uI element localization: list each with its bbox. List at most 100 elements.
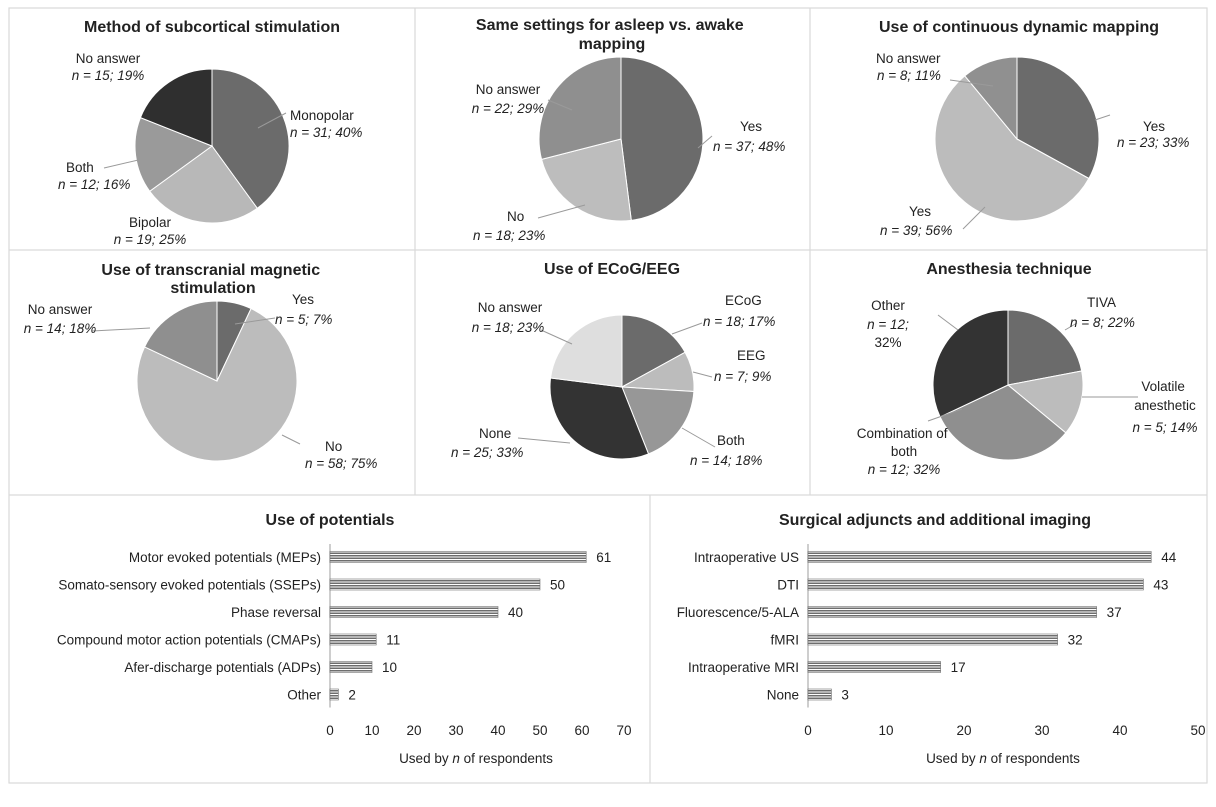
pie-slice-ecog bbox=[621, 314, 686, 388]
slice-label-no: No bbox=[507, 209, 524, 224]
slice-detail-none: n = 25; 33% bbox=[451, 445, 523, 460]
bar-none bbox=[807, 688, 832, 701]
x-tick-label: 50 bbox=[1190, 723, 1205, 738]
x-tick-label: 0 bbox=[804, 723, 812, 738]
category-label: Intraoperative MRI bbox=[688, 660, 799, 675]
category-label: Phase reversal bbox=[231, 605, 321, 620]
slice-label-none: None bbox=[479, 426, 511, 441]
x-tick-label: 50 bbox=[532, 723, 547, 738]
slice-label-volatile-line: Volatile bbox=[1141, 379, 1185, 394]
pie-chart bbox=[549, 314, 695, 460]
x-tick-label: 20 bbox=[406, 723, 421, 738]
pie-slice-yes bbox=[934, 75, 1090, 222]
slice-label-no-answer: No answer bbox=[76, 51, 141, 66]
bar-chart: Intraoperative US 44 DTI 43 Fluorescence/5-A… bbox=[677, 544, 1206, 738]
slice-detail-no-answer: n = 15; 19% bbox=[72, 68, 144, 83]
pie-title: Method of subcortical stimulation bbox=[84, 19, 340, 36]
bar-compound-motor-action-potentials-cmaps bbox=[329, 633, 377, 646]
pie-slice-bipolar bbox=[149, 145, 258, 224]
bar-chart: Motor evoked potentials (MEPs) 61 Somato-s… bbox=[57, 544, 632, 738]
slice-detail-no-answer: n = 22; 29% bbox=[472, 101, 544, 116]
slice-detail-bipolar: n = 19; 25% bbox=[114, 232, 186, 247]
slice-label-both: Both bbox=[717, 433, 745, 448]
slice-label-other: Other bbox=[871, 298, 905, 313]
slice-detail-no: n = 58; 75% bbox=[305, 456, 377, 471]
pie-panel-continuous-dynamic-mapping: Use of continuous dynamic mapping Yes n … bbox=[876, 19, 1189, 238]
bar-dti bbox=[807, 578, 1144, 591]
pie-slice-volatile-anesthetic bbox=[1006, 370, 1084, 434]
value-label: 50 bbox=[550, 578, 565, 593]
x-tick-label: 10 bbox=[364, 723, 379, 738]
slice-label-combination-line: both bbox=[891, 444, 917, 459]
pie-slice-combination-of-both bbox=[939, 384, 1067, 461]
x-tick-label: 20 bbox=[956, 723, 971, 738]
slice-detail-eeg: n = 7; 9% bbox=[714, 369, 771, 384]
slice-detail-no: n = 18; 23% bbox=[473, 228, 545, 243]
value-label: 40 bbox=[508, 605, 523, 620]
pie-title: Use of transcranial magnetic stimulation bbox=[101, 262, 324, 297]
pie-title: Use of ECoG/EEG bbox=[544, 261, 680, 278]
category-label: Fluorescence/5-ALA bbox=[677, 605, 799, 620]
x-tick-label: 30 bbox=[1034, 723, 1049, 738]
pie-slice-monopolar bbox=[211, 68, 290, 209]
value-label: 44 bbox=[1161, 550, 1177, 565]
value-label: 32 bbox=[1068, 633, 1083, 648]
pie-chart bbox=[934, 56, 1100, 222]
pie-title-line: Same settings for asleep vs. awake bbox=[476, 17, 744, 34]
pie-title-line: Use of transcranial magnetic bbox=[101, 262, 320, 279]
slice-detail-both: n = 12; 16% bbox=[58, 177, 130, 192]
bar-panel-surgical-adjuncts: Surgical adjuncts and additional imaging… bbox=[677, 512, 1206, 766]
slice-label-no: No bbox=[325, 439, 342, 454]
pie-chart bbox=[134, 68, 290, 224]
bar-motor-evoked-potentials-meps bbox=[329, 551, 587, 563]
slice-label-no-answer: No answer bbox=[476, 82, 541, 97]
pie-slice-no bbox=[136, 307, 298, 462]
bar-intraoperative-us bbox=[807, 551, 1152, 563]
slice-label-volatile-line: anesthetic bbox=[1134, 398, 1196, 413]
pie-panel-same-settings: Same settings for asleep vs. awake mappi… bbox=[472, 17, 786, 243]
bar-fmri bbox=[807, 633, 1058, 646]
value-label: 10 bbox=[382, 660, 397, 675]
pie-chart bbox=[538, 56, 704, 222]
slice-label-both: Both bbox=[66, 160, 94, 175]
value-label: 37 bbox=[1107, 605, 1122, 620]
slice-label-no-answer: No answer bbox=[876, 51, 941, 66]
category-label: Afer-discharge potentials (ADPs) bbox=[124, 660, 321, 675]
slice-label-yes-upper: Yes bbox=[1143, 119, 1165, 134]
value-label: 17 bbox=[951, 660, 966, 675]
category-label: Compound motor action potentials (CMAPs) bbox=[57, 633, 321, 648]
x-tick-label: 60 bbox=[574, 723, 589, 738]
bar-fluorescence-5-ala bbox=[807, 606, 1097, 618]
value-label: 61 bbox=[596, 550, 611, 565]
category-label: Other bbox=[287, 688, 321, 703]
pie-slice-no-answer bbox=[550, 314, 623, 388]
value-label: 3 bbox=[841, 688, 849, 703]
slice-label-tiva: TIVA bbox=[1087, 295, 1116, 310]
slice-label-combination-line: Combination of bbox=[857, 426, 948, 441]
bar-somato-sensory-evoked-potentials-sseps bbox=[329, 578, 541, 591]
value-label: 2 bbox=[348, 688, 356, 703]
value-label: 11 bbox=[386, 633, 400, 648]
pie-slice-no-answer bbox=[143, 300, 218, 382]
slice-detail-monopolar: n = 31; 40% bbox=[290, 125, 362, 140]
x-tick-label: 40 bbox=[490, 723, 505, 738]
x-tick-label: 40 bbox=[1112, 723, 1127, 738]
value-label: 43 bbox=[1153, 578, 1168, 593]
category-label: fMRI bbox=[771, 633, 800, 648]
pie-panel-anesthesia-technique: Anesthesia technique TIVA n = 8; 22% Vol… bbox=[857, 261, 1198, 477]
pie-slice-tiva bbox=[1007, 309, 1083, 386]
bar-title: Surgical adjuncts and additional imaging bbox=[779, 512, 1091, 529]
slice-label-no-answer: No answer bbox=[478, 300, 543, 315]
slice-label-no-answer: No answer bbox=[28, 302, 93, 317]
slice-detail-yes: n = 5; 7% bbox=[275, 312, 332, 327]
category-label: DTI bbox=[777, 578, 799, 593]
slice-label-ecog: ECoG bbox=[725, 293, 762, 308]
slice-label-combination: Combination of both bbox=[857, 426, 952, 459]
category-label: None bbox=[767, 688, 799, 703]
x-tick-label: 30 bbox=[448, 723, 463, 738]
slice-label-monopolar: Monopolar bbox=[290, 108, 354, 123]
pie-panel-ecog-eeg: Use of ECoG/EEG ECoG n = 18; 17% EEG n =… bbox=[451, 261, 775, 468]
panel-grid bbox=[8, 7, 1208, 784]
slice-detail-yes: n = 37; 48% bbox=[713, 139, 785, 154]
